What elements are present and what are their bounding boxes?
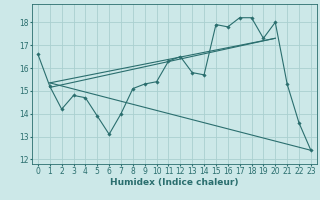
X-axis label: Humidex (Indice chaleur): Humidex (Indice chaleur): [110, 178, 239, 187]
